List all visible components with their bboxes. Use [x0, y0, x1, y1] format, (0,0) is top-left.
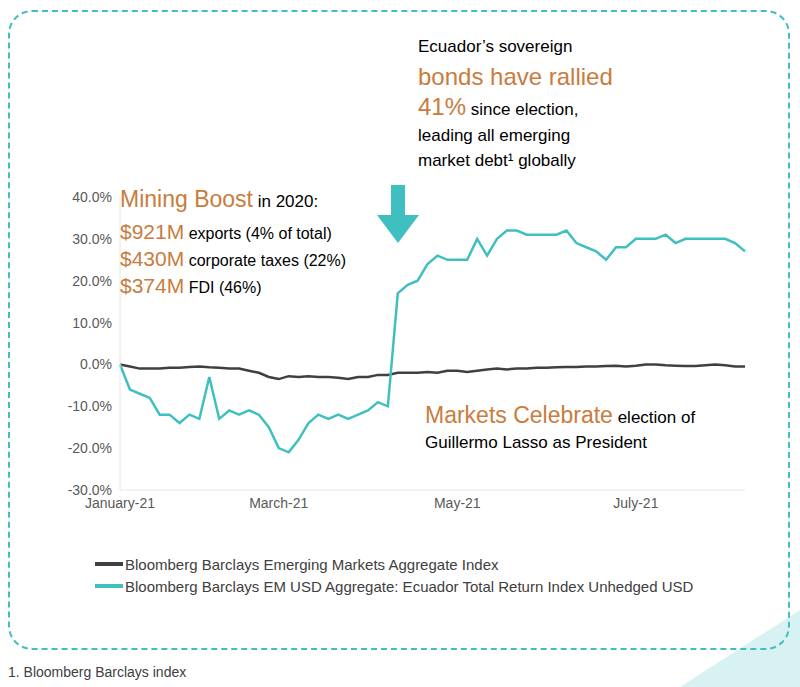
- html-text:41%since election,: 41%since election,: [418, 93, 579, 120]
- svg-text:May-21: May-21: [434, 495, 481, 511]
- svg-text:20.0%: 20.0%: [72, 273, 112, 289]
- html-text:1. Bloomberg Barclays index: 1. Bloomberg Barclays index: [8, 664, 187, 680]
- html-text:Markets Celebrateelection of: Markets Celebrateelection of: [425, 402, 696, 428]
- svg-text:40.0%: 40.0%: [72, 189, 112, 205]
- html-text:leading all emerging: leading all emerging: [418, 126, 571, 145]
- html-text:Ecuador’s sovereign: Ecuador’s sovereign: [418, 37, 573, 56]
- svg-text:July-21: July-21: [613, 495, 658, 511]
- html-text:market debt¹ globally: market debt¹ globally: [418, 151, 576, 170]
- html-text:Guillermo Lasso as President: Guillermo Lasso as President: [425, 433, 647, 452]
- svg-text:-30.0%: -30.0%: [68, 482, 112, 498]
- svg-text:-10.0%: -10.0%: [68, 398, 112, 414]
- svg-text:-20.0%: -20.0%: [68, 440, 112, 456]
- html-text:$921Mexports (4% of total): $921Mexports (4% of total): [120, 220, 332, 243]
- html-text:$430Mcorporate taxes (22%): $430Mcorporate taxes (22%): [120, 247, 347, 270]
- svg-text:10.0%: 10.0%: [72, 315, 112, 331]
- svg-text:30.0%: 30.0%: [72, 231, 112, 247]
- html-text:$374MFDI (46%): $374MFDI (46%): [120, 274, 262, 297]
- svg-text:0.0%: 0.0%: [80, 356, 112, 372]
- html-text:Mining Boostin 2020:: Mining Boostin 2020:: [120, 186, 319, 212]
- html-text:Bloomberg Barclays Emerging Ma: Bloomberg Barclays Emerging Markets Aggr…: [125, 555, 499, 573]
- svg-text:March-21: March-21: [249, 495, 308, 511]
- html-text:bonds have rallied: bonds have rallied: [418, 63, 613, 90]
- html-text:Bloomberg Barclays EM USD Aggr: Bloomberg Barclays EM USD Aggregate: Ecu…: [125, 577, 694, 595]
- svg-text:January-21: January-21: [85, 494, 155, 511]
